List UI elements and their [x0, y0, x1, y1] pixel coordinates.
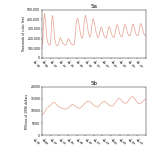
Y-axis label: Thousands of cubic feet: Thousands of cubic feet	[22, 16, 26, 52]
Title: 5a: 5a	[90, 4, 97, 9]
Y-axis label: Millions of 1996 dollars: Millions of 1996 dollars	[25, 93, 29, 129]
Title: 5b: 5b	[90, 81, 97, 86]
